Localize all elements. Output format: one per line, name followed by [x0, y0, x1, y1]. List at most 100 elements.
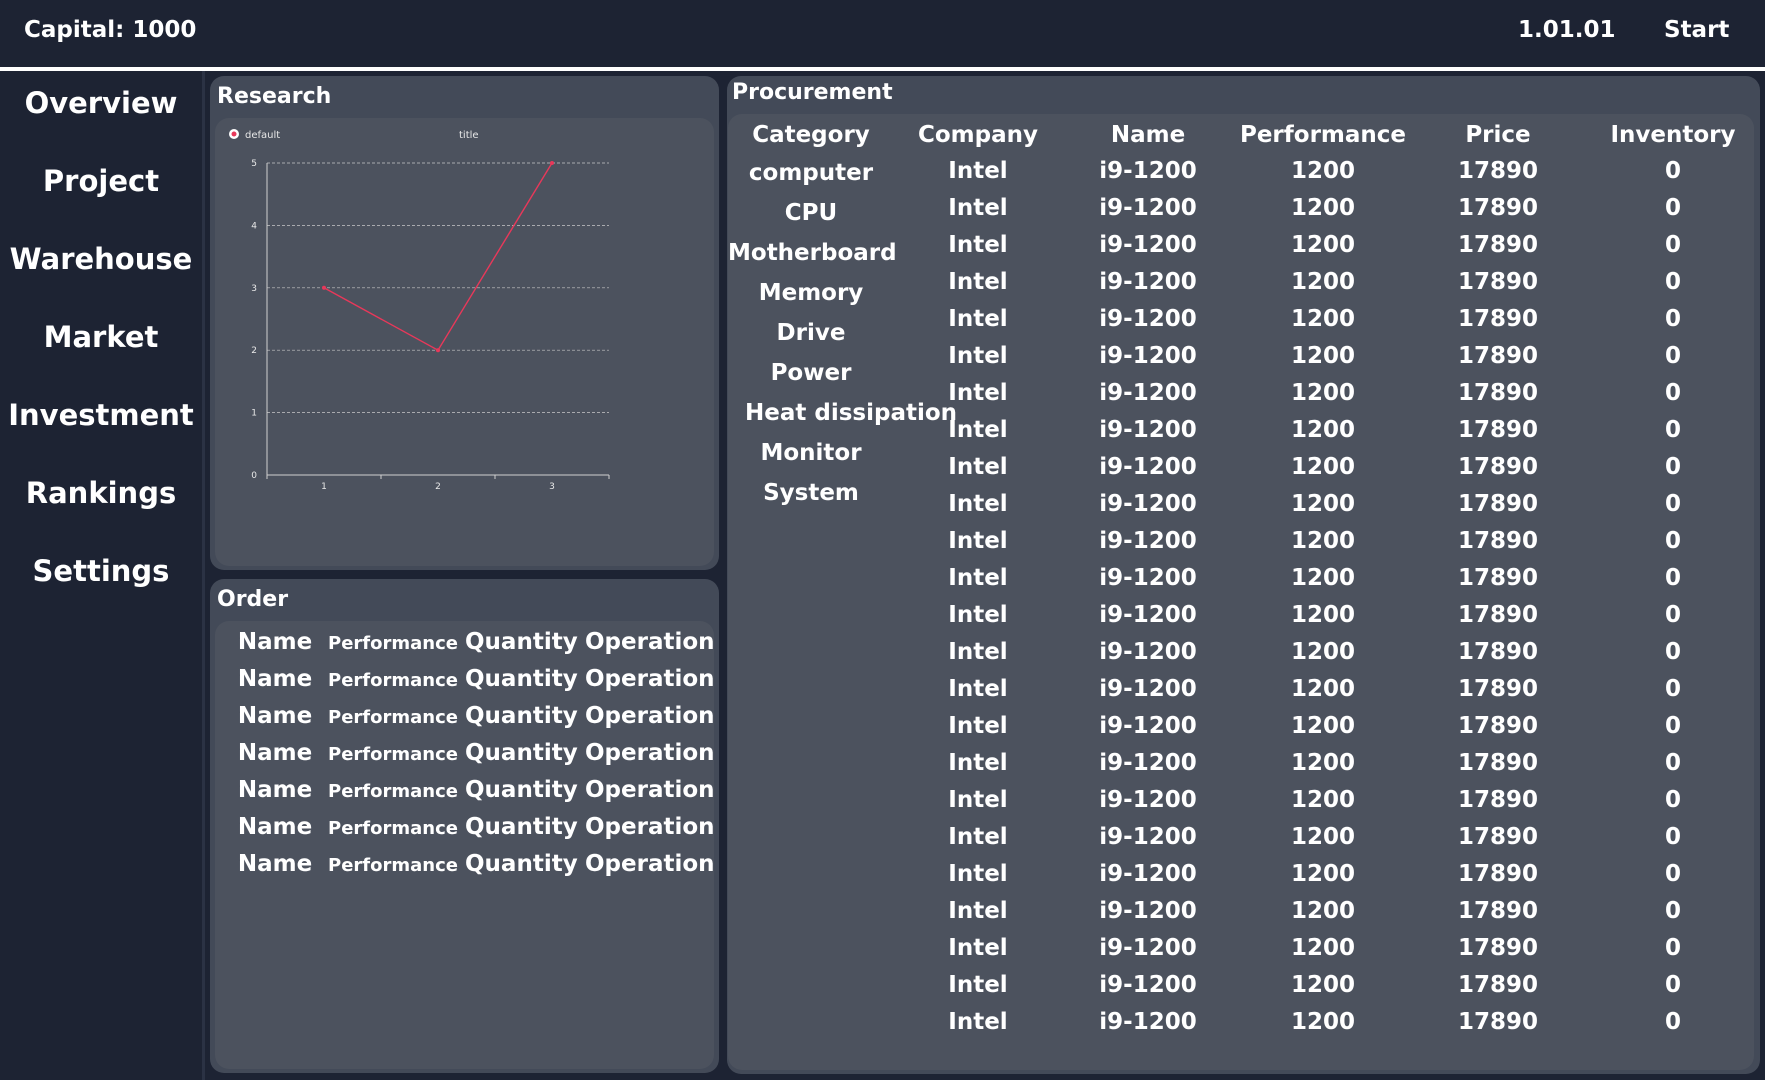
sidebar-separator [202, 71, 205, 1080]
y-tick-label: 0 [251, 471, 257, 481]
order-cell-name: Name [237, 703, 313, 729]
cell-price: 17890 [1457, 232, 1539, 258]
cell-name: i9-1200 [1099, 713, 1197, 739]
procurement-row[interactable]: Intel i9-1200 1200 17890 0 [728, 269, 1754, 306]
cell-company: Intel [948, 454, 1008, 480]
category-item-monitor[interactable]: Monitor [760, 440, 862, 466]
cell-name: i9-1200 [1099, 158, 1197, 184]
order-operation-button[interactable]: Operation [585, 740, 715, 766]
procurement-row[interactable]: Intel i9-1200 1200 17890 0 [728, 343, 1754, 380]
order-table: Name Performance Quantity Operation Name… [215, 621, 715, 1069]
procurement-row[interactable]: Intel i9-1200 1200 17890 0 [728, 565, 1754, 602]
procurement-row[interactable]: Intel i9-1200 1200 17890 0 [728, 861, 1754, 898]
procurement-row[interactable]: Intel i9-1200 1200 17890 0 [728, 676, 1754, 713]
sidebar-item-market[interactable]: Market [43, 320, 159, 354]
order-cell-performance: Performance [328, 781, 458, 802]
cell-price: 17890 [1457, 195, 1539, 221]
order-panel: Order Name Performance Quantity Operatio… [210, 579, 719, 1073]
procurement-row[interactable]: Intel i9-1200 1200 17890 0 [728, 935, 1754, 972]
cell-name: i9-1200 [1099, 824, 1197, 850]
procurement-row[interactable]: Intel i9-1200 1200 17890 0 [728, 639, 1754, 676]
cell-name: i9-1200 [1099, 491, 1197, 517]
column-header-inventory: Inventory [1610, 122, 1736, 148]
y-tick-label: 3 [251, 284, 257, 294]
order-cell-performance: Performance [328, 855, 458, 876]
procurement-row[interactable]: Intel i9-1200 1200 17890 0 [728, 1009, 1754, 1046]
category-item-memory[interactable]: Memory [758, 280, 864, 306]
chart-legend: default [229, 129, 280, 141]
category-item-power[interactable]: Power [770, 360, 852, 386]
procurement-row[interactable]: Intel i9-1200 1200 17890 0 [728, 195, 1754, 232]
sidebar-item-rankings[interactable]: Rankings [25, 476, 177, 510]
category-item-system[interactable]: System [763, 480, 859, 506]
procurement-row[interactable]: Intel i9-1200 1200 17890 0 [728, 713, 1754, 750]
order-row: Name Performance Quantity Operation [215, 629, 715, 666]
order-cell-quantity: Quantity [465, 666, 578, 692]
cell-price: 17890 [1457, 565, 1539, 591]
procurement-row[interactable]: Intel i9-1200 1200 17890 0 [728, 602, 1754, 639]
sidebar-item-settings[interactable]: Settings [32, 554, 170, 588]
procurement-row[interactable]: Intel i9-1200 1200 17890 0 [728, 528, 1754, 565]
order-cell-name: Name [237, 814, 313, 840]
cell-price: 17890 [1457, 676, 1539, 702]
cell-inventory: 0 [1664, 269, 1681, 295]
cell-performance: 1200 [1290, 380, 1355, 406]
cell-performance: 1200 [1290, 343, 1355, 369]
order-operation-button[interactable]: Operation [585, 851, 715, 877]
procurement-row[interactable]: Intel i9-1200 1200 17890 0 [728, 750, 1754, 787]
research-title: Research [217, 84, 332, 109]
procurement-row[interactable]: Intel i9-1200 1200 17890 0 [728, 824, 1754, 861]
order-operation-button[interactable]: Operation [585, 814, 715, 840]
cell-company: Intel [948, 639, 1008, 665]
procurement-row[interactable]: Intel i9-1200 1200 17890 0 [728, 787, 1754, 824]
y-tick-label: 1 [251, 409, 257, 419]
cell-name: i9-1200 [1099, 972, 1197, 998]
research-chart-container: default title 0 1 2 3 4 5 1 2 3 [215, 118, 714, 566]
procurement-row[interactable]: Intel i9-1200 1200 17890 0 [728, 232, 1754, 269]
order-operation-button[interactable]: Operation [585, 777, 715, 803]
cell-price: 17890 [1457, 306, 1539, 332]
sidebar-item-project[interactable]: Project [42, 164, 160, 198]
cell-name: i9-1200 [1099, 676, 1197, 702]
order-operation-button[interactable]: Operation [585, 629, 715, 655]
category-item-drive[interactable]: Drive [776, 320, 846, 346]
cell-inventory: 0 [1664, 713, 1681, 739]
procurement-row[interactable]: Intel i9-1200 1200 17890 0 [728, 417, 1754, 454]
order-operation-button[interactable]: Operation [585, 666, 715, 692]
procurement-row[interactable]: Intel i9-1200 1200 17890 0 [728, 306, 1754, 343]
category-item-cpu[interactable]: CPU [784, 200, 838, 226]
cell-performance: 1200 [1290, 232, 1355, 258]
order-cell-name: Name [237, 777, 313, 803]
order-cell-name: Name [237, 851, 313, 877]
cell-price: 17890 [1457, 750, 1539, 776]
cell-inventory: 0 [1664, 380, 1681, 406]
procurement-row[interactable]: Intel i9-1200 1200 17890 0 [728, 454, 1754, 491]
category-item-heat-dissipation[interactable]: Heat dissipation [745, 400, 958, 426]
category-item-computer[interactable]: computer [748, 160, 874, 186]
x-tick-label: 3 [549, 482, 555, 492]
sidebar-item-overview[interactable]: Overview [24, 86, 178, 120]
procurement-row[interactable]: Intel i9-1200 1200 17890 0 [728, 158, 1754, 195]
series-line-default [323, 162, 553, 352]
cell-inventory: 0 [1664, 824, 1681, 850]
category-item-motherboard[interactable]: Motherboard [728, 240, 897, 266]
order-row: Name Performance Quantity Operation [215, 666, 715, 703]
cell-price: 17890 [1457, 454, 1539, 480]
cell-price: 17890 [1457, 713, 1539, 739]
cell-name: i9-1200 [1099, 380, 1197, 406]
order-cell-quantity: Quantity [465, 777, 578, 803]
sidebar-item-warehouse[interactable]: Warehouse [9, 242, 193, 276]
cell-price: 17890 [1457, 639, 1539, 665]
legend-label-default: default [245, 130, 280, 141]
sidebar-item-investment[interactable]: Investment [8, 398, 194, 432]
column-header-performance: Performance [1239, 122, 1407, 148]
procurement-row[interactable]: Intel i9-1200 1200 17890 0 [728, 491, 1754, 528]
procurement-row[interactable]: Intel i9-1200 1200 17890 0 [728, 898, 1754, 935]
cell-price: 17890 [1457, 824, 1539, 850]
procurement-row[interactable]: Intel i9-1200 1200 17890 0 [728, 972, 1754, 1009]
cell-inventory: 0 [1664, 417, 1681, 443]
cell-performance: 1200 [1290, 158, 1355, 184]
procurement-row[interactable]: Intel i9-1200 1200 17890 0 [728, 380, 1754, 417]
order-operation-button[interactable]: Operation [585, 703, 715, 729]
start-button[interactable]: Start [1664, 17, 1730, 43]
